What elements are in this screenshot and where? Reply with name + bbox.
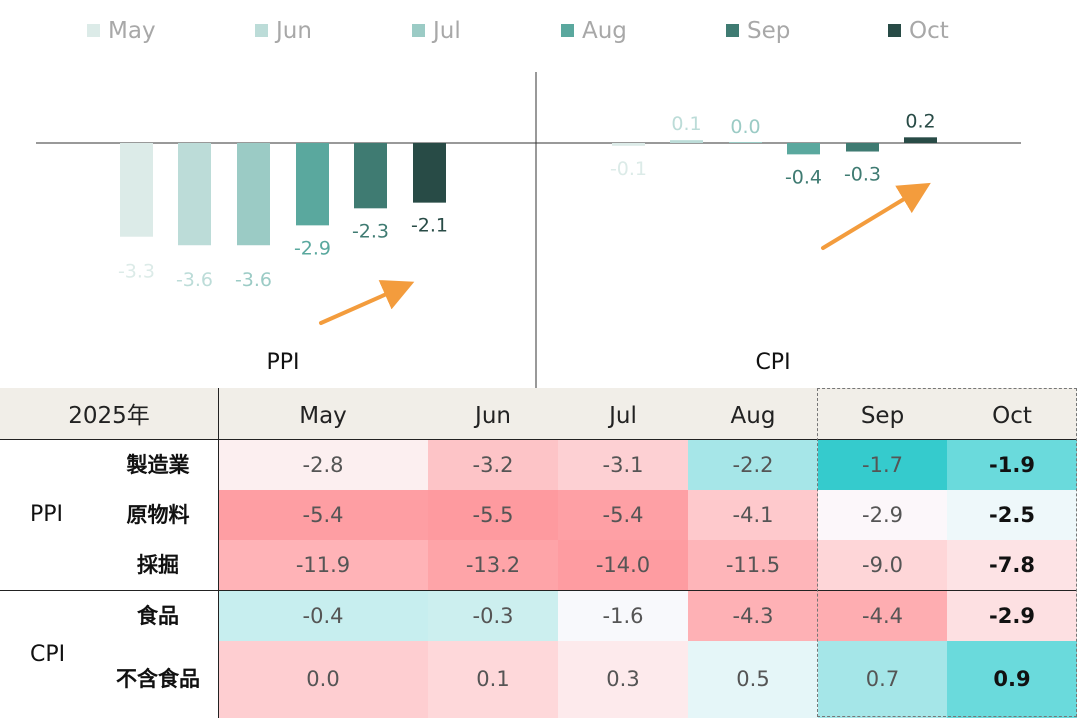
ppi-chart-title: PPI — [266, 350, 299, 375]
legend-label-sep: Sep — [747, 18, 790, 44]
cpi-bar-jul — [729, 142, 762, 143]
legend-label-may: May — [108, 18, 156, 44]
table-cell: -5.4 — [218, 490, 428, 540]
row-label: 採掘 — [137, 553, 179, 577]
ppi-value-label-oct: -2.1 — [411, 215, 448, 237]
table-cell: 0.3 — [558, 641, 688, 718]
inflation-table: 2025年 May Jun Jul Aug Sep Oct 製造業 -2.8 -3.2 -3.1… — [0, 388, 1077, 718]
ppi-bar-may — [120, 143, 153, 237]
table-cell: -1.7 — [818, 440, 947, 490]
table-cell: 0.0 — [218, 641, 428, 718]
table-cell: 0.1 — [428, 641, 558, 718]
table-cell: -5.4 — [558, 490, 688, 540]
legend-swatch-aug — [561, 24, 574, 37]
cpi-trend-arrow — [821, 182, 931, 250]
ppi-value-label-jun: -3.6 — [176, 269, 213, 291]
ppi-bar-oct — [413, 143, 446, 203]
cpi-value-label-jul: 0.0 — [730, 116, 760, 138]
table-cell: -2.9 — [818, 490, 947, 540]
table-cell: -9.0 — [818, 540, 947, 590]
row-group-label-cpi: CPI — [30, 642, 66, 667]
table-cell: -4.4 — [818, 591, 947, 641]
table-header-row — [0, 388, 1077, 439]
row-group-label-ppi: PPI — [30, 502, 64, 527]
legend-swatch-sep — [726, 24, 739, 37]
cpi-bar-sep — [846, 143, 879, 152]
legend-label-jul: Jul — [431, 18, 461, 44]
legend-swatch-may — [87, 24, 100, 37]
legend-swatch-oct — [888, 24, 901, 37]
ppi-bar-sep — [354, 143, 387, 209]
cpi-bar-oct — [904, 137, 937, 143]
table-cell: -7.8 — [947, 540, 1077, 590]
table-cell: -1.9 — [947, 440, 1077, 490]
chart-legend: May Jun Jul Aug Sep Oct — [87, 18, 949, 44]
table-cell: -3.2 — [428, 440, 558, 490]
cpi-chart-title: CPI — [755, 350, 790, 375]
row-label: 原物料 — [126, 503, 190, 527]
cpi-bar-aug — [787, 143, 820, 155]
table-cell: -2.9 — [947, 591, 1077, 641]
row-label: 食品 — [137, 604, 179, 628]
table-cell: -0.3 — [428, 591, 558, 641]
legend-label-jun: Jun — [274, 18, 312, 44]
table-cell: -1.6 — [558, 591, 688, 641]
table-cell: 0.7 — [818, 641, 947, 718]
table-cell: -5.5 — [428, 490, 558, 540]
ppi-bar-aug — [296, 143, 329, 226]
cpi-value-label-sep: -0.3 — [844, 164, 881, 186]
cpi-value-label-may: -0.1 — [610, 158, 647, 180]
ppi-value-label-jul: -3.6 — [235, 269, 272, 291]
label-column-divider — [218, 388, 219, 718]
ppi-bar-jun — [178, 143, 211, 246]
table-cell: -2.8 — [218, 440, 428, 490]
table-cell: -13.2 — [428, 540, 558, 590]
ppi-trend-arrow — [319, 280, 415, 325]
group-divider — [0, 590, 1077, 591]
table-cell: -14.0 — [558, 540, 688, 590]
ppi-value-label-aug: -2.9 — [294, 237, 331, 259]
legend-swatch-jul — [412, 24, 425, 37]
legend-swatch-jun — [255, 24, 268, 37]
column-header-jul: Jul — [609, 403, 637, 429]
column-header-sep: Sep — [860, 403, 905, 429]
table-cell: 0.9 — [947, 641, 1077, 718]
table-cell: -3.1 — [558, 440, 688, 490]
column-header-aug: Aug — [730, 403, 776, 429]
table-cell: -2.5 — [947, 490, 1077, 540]
year-header: 2025年 — [68, 403, 150, 429]
cpi-value-label-oct: 0.2 — [905, 110, 935, 132]
table-cell: -11.5 — [688, 540, 818, 590]
row-label: 不含食品 — [116, 667, 200, 691]
ppi-value-label-may: -3.3 — [118, 261, 155, 283]
column-header-jun: Jun — [475, 403, 511, 429]
ppi-value-label-sep: -2.3 — [352, 220, 389, 242]
table-cell: -4.1 — [688, 490, 818, 540]
cpi-value-label-aug: -0.4 — [785, 166, 822, 188]
table-cell: -4.3 — [688, 591, 818, 641]
column-header-may: May — [299, 403, 347, 429]
legend-label-aug: Aug — [582, 18, 627, 44]
row-label: 製造業 — [126, 453, 190, 477]
legend-label-oct: Oct — [909, 18, 949, 44]
table-cell: -2.2 — [688, 440, 818, 490]
bar-chart-area: May Jun Jul Aug Sep Oct -3.3 -3.6 -3.6-2.9-2.3-… — [36, 18, 1021, 390]
cpi-value-label-jun: 0.1 — [671, 113, 701, 135]
cpi-bar-may — [612, 143, 645, 146]
table-cell: 0.5 — [688, 641, 818, 718]
table-cell: -0.4 — [218, 591, 428, 641]
ppi-bar-jul — [237, 143, 270, 246]
header-bottom-border — [0, 439, 1077, 440]
table-cell: -11.9 — [218, 540, 428, 590]
column-header-oct: Oct — [992, 403, 1032, 429]
cpi-bar-jun — [670, 140, 703, 143]
